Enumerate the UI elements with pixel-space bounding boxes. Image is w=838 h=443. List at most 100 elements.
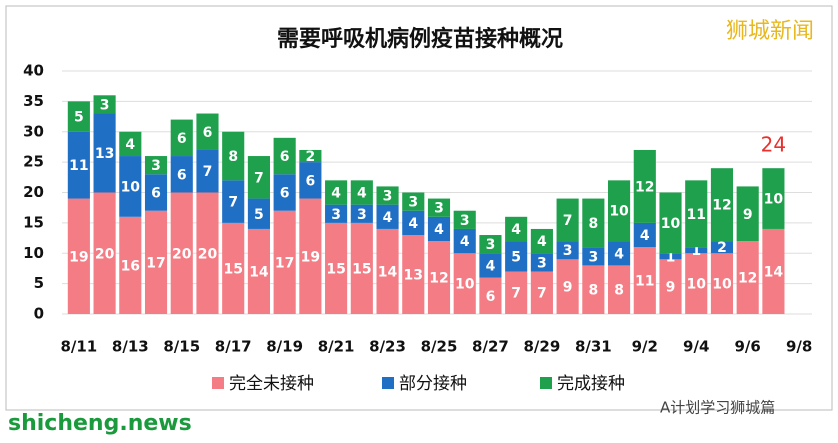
bar-segment	[556, 241, 579, 260]
value-label: 6	[177, 167, 187, 183]
bar-segment	[685, 180, 708, 248]
bar-segment	[633, 222, 656, 248]
value-label: 4	[125, 137, 135, 153]
value-label: 8	[228, 149, 238, 165]
value-label: 10	[455, 277, 475, 293]
value-label: 10	[712, 277, 732, 293]
bar-segment	[633, 149, 656, 223]
value-label: 10	[686, 277, 706, 293]
bar-segment	[659, 259, 682, 314]
y-tick-label: 40	[23, 62, 44, 80]
legend-label: 完全未接种	[229, 374, 314, 394]
value-label: 12	[635, 179, 654, 195]
bar-segment	[144, 156, 168, 175]
value-label: 3	[331, 207, 341, 223]
bar-segment	[350, 222, 373, 314]
value-label: 4	[614, 246, 624, 262]
bar-segment	[402, 192, 425, 211]
value-label: 10	[764, 192, 784, 208]
bar-segment	[299, 149, 322, 163]
bar-segment	[376, 186, 399, 205]
x-tick-label: 8/23	[369, 338, 406, 356]
bar-segment	[505, 241, 528, 272]
bar-segment	[119, 216, 142, 314]
bar-segment	[144, 174, 168, 211]
value-label: 2	[306, 149, 316, 165]
value-label: 11	[635, 274, 654, 290]
legend-swatch	[382, 377, 394, 389]
value-label: 15	[223, 261, 242, 277]
y-tick-label: 30	[23, 122, 44, 140]
x-tick-label: 9/4	[683, 338, 709, 356]
value-label: 6	[177, 131, 187, 147]
x-tick-label: 9/6	[735, 338, 761, 356]
bar-segment	[325, 222, 348, 314]
value-label: 3	[486, 237, 496, 253]
x-tick-label: 8/15	[163, 338, 200, 356]
legend-swatch	[212, 377, 224, 389]
chart-title: 需要呼吸机病例疫苗接种概况	[277, 26, 563, 52]
value-label: 7	[228, 195, 238, 211]
value-label: 14	[764, 264, 784, 280]
bar-segment	[453, 210, 476, 229]
bar-segment	[402, 210, 425, 236]
value-label: 4	[640, 228, 650, 244]
value-label: 7	[537, 286, 547, 302]
value-label: 3	[357, 207, 367, 223]
legend-swatch	[540, 377, 552, 389]
watermark: 狮城新闻	[726, 19, 814, 44]
bar-segment	[505, 271, 528, 314]
bar-segment	[376, 204, 399, 229]
x-tick-label: 8/11	[60, 338, 97, 356]
y-tick-label: 0	[34, 305, 44, 323]
value-label: 2	[717, 240, 727, 256]
bar-segment	[762, 168, 785, 229]
bar-segment	[453, 253, 476, 314]
bar-segment	[762, 228, 785, 314]
bar-segment	[299, 162, 322, 199]
value-label: 6	[151, 186, 161, 202]
bar-segment	[222, 180, 245, 223]
watermark: shicheng.news	[8, 411, 192, 436]
value-label: 15	[352, 261, 371, 277]
y-tick-label: 10	[23, 244, 44, 262]
legend-label: 完成接种	[557, 374, 625, 394]
value-label: 10	[661, 216, 681, 232]
value-label: 3	[460, 213, 470, 229]
y-tick-label: 35	[23, 92, 44, 110]
value-label: 7	[511, 286, 521, 302]
value-label: 3	[588, 249, 598, 265]
y-tick-label: 20	[23, 183, 44, 201]
value-label: 3	[408, 195, 418, 211]
bar-segment	[556, 198, 579, 242]
bar-segment	[710, 241, 734, 254]
bar-segment	[633, 247, 656, 314]
x-tick-label: 8/19	[266, 338, 303, 356]
value-label: 4	[537, 234, 547, 250]
bar-segment	[67, 198, 90, 314]
y-tick-label: 25	[23, 153, 44, 171]
bar-segment	[222, 131, 245, 181]
value-label: 4	[511, 222, 521, 238]
bar-segment	[93, 113, 116, 193]
value-label: 20	[198, 246, 218, 262]
value-label: 10	[609, 204, 629, 220]
value-label: 13	[404, 268, 423, 284]
value-label: 20	[172, 246, 192, 262]
value-label: 19	[301, 249, 320, 265]
value-label: 8	[588, 283, 598, 299]
value-label: 3	[151, 158, 161, 174]
bar-segment	[685, 247, 708, 254]
bar-segment	[582, 198, 605, 248]
bar-segment	[93, 192, 116, 314]
bar-segment	[67, 101, 90, 132]
bar-segment	[530, 228, 553, 254]
value-label: 12	[429, 271, 448, 287]
bar-segment	[427, 241, 451, 314]
value-label: 14	[378, 264, 398, 280]
bar-segment	[736, 186, 759, 242]
y-tick-label: 5	[34, 274, 44, 292]
value-label: 7	[254, 170, 264, 186]
bar-segment	[325, 180, 348, 205]
x-tick-label: 8/31	[575, 338, 612, 356]
